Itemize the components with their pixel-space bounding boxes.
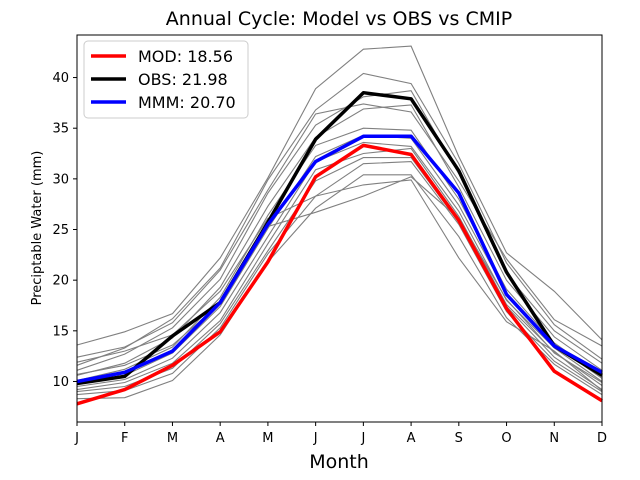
y-tick-label: 30 [52,172,69,187]
series-lines [76,90,603,406]
y-tick-label: 10 [52,375,69,390]
ensemble-member-line-12 [76,179,603,392]
ensemble-member-line-14 [76,103,603,358]
x-tick-label: D [597,431,607,446]
series-line-mod [76,143,603,406]
ensemble-member-line-1 [76,45,603,346]
y-axis-label: Preciptable Water (mm) [30,151,45,306]
ensemble-member-line-2 [76,72,603,366]
x-tick-label: A [216,431,225,446]
y-tick-label: 40 [52,71,69,86]
ensemble-member-line-11 [76,174,603,400]
y-tick-label: 20 [52,274,69,289]
y-axis-ticks: 10 15 20 25 30 35 40 [52,71,77,390]
x-tick-label: J [74,431,79,446]
x-tick-label: M [262,431,273,446]
x-tick-label: S [455,431,463,446]
ensemble-member-line-13 [76,176,603,383]
x-tick-label: O [501,431,511,446]
chart-title: Annual Cycle: Model vs OBS vs CMIP [166,8,512,30]
legend-label-obs: OBS: 21.98 [138,70,228,89]
legend-box [83,40,249,119]
plot-frame [76,34,603,423]
x-tick-label: A [407,431,416,446]
x-axis-label: Month [309,451,369,473]
legend-label-mod: MOD: 18.56 [138,47,233,66]
x-tick-label: M [167,431,178,446]
ensemble-member-line-5 [76,127,603,382]
series-line-obs [76,90,603,386]
ensemble-member-line-9 [76,157,603,393]
x-tick-label: N [549,431,559,446]
x-tick-label: J [360,431,365,446]
x-tick-label: J [313,431,318,446]
legend: MOD: 18.56 OBS: 21.98 MMM: 20.70 [83,40,249,119]
x-tick-label: F [121,431,128,446]
y-tick-label: 35 [52,122,69,137]
y-tick-label: 25 [52,223,69,238]
series-line-mmm [76,134,603,384]
legend-label-mmm: MMM: 20.70 [138,93,236,112]
y-tick-label: 15 [52,324,69,339]
